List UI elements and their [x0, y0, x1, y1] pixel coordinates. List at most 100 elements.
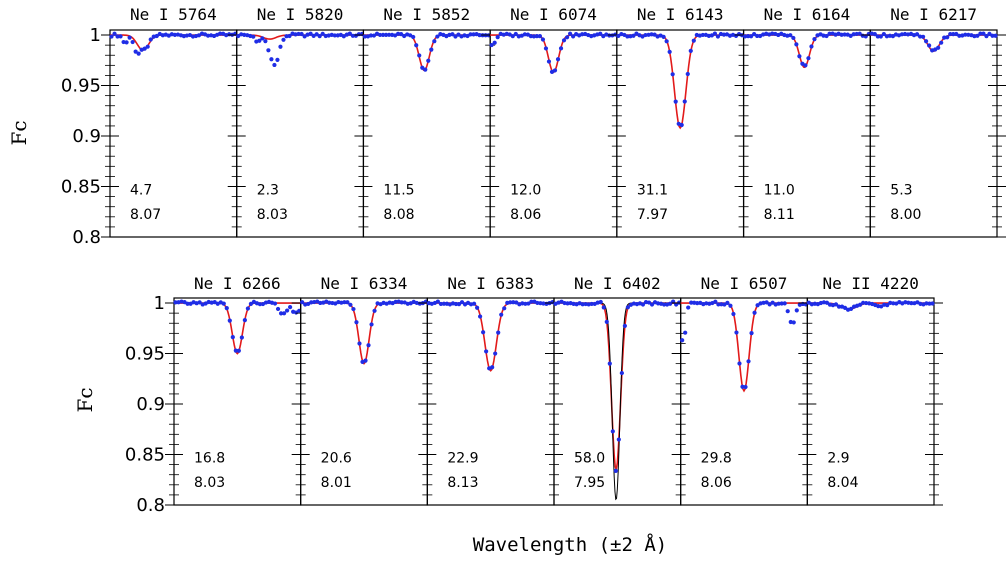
observed-point [420, 65, 425, 70]
observed-point [673, 99, 678, 104]
observed-point [354, 320, 359, 325]
observed-point [842, 32, 847, 37]
abundance-label: 7.97 [637, 207, 668, 223]
equivalent-width-label: 2.3 [257, 183, 279, 199]
observed-point [540, 37, 546, 42]
panel-title: Ne I 6334 [321, 274, 408, 293]
abundance-label: 8.06 [701, 475, 732, 491]
observed-point [920, 34, 926, 39]
observed-point [990, 33, 995, 38]
observed-point [441, 301, 447, 306]
observed-point [631, 33, 636, 38]
observed-point [764, 300, 769, 305]
observed-point [939, 40, 944, 45]
observed-point [755, 33, 760, 39]
observed-point [561, 38, 567, 43]
observed-point [975, 33, 980, 38]
observed-point [580, 302, 585, 307]
observed-point [680, 338, 685, 343]
observed-point [742, 34, 748, 39]
observed-point [909, 301, 914, 306]
panel-frame [553, 297, 682, 506]
panel-frame [489, 29, 618, 238]
panel-ne-i-6217: Ne I 6217 5.3 8.00 [861, 5, 1006, 238]
panel-title: Ne I 6074 [510, 5, 597, 24]
equivalent-width-label: 20.6 [321, 451, 352, 467]
observed-point [695, 301, 700, 306]
observed-point [154, 33, 159, 39]
observed-point [435, 34, 440, 39]
observed-point [275, 57, 280, 62]
observed-point [616, 437, 621, 442]
observed-point [489, 42, 494, 48]
observed-point [721, 32, 727, 37]
y-tick-label: 0.95 [125, 344, 165, 365]
observed-point [858, 302, 863, 307]
observed-point [468, 32, 473, 37]
observed-point [233, 348, 238, 353]
observed-point [263, 39, 268, 44]
y-tick-label: 0.9 [136, 394, 165, 415]
observed-point [993, 33, 998, 38]
observed-point [272, 62, 277, 68]
observed-point [604, 319, 609, 324]
observed-point [490, 365, 495, 370]
observed-point [848, 306, 854, 311]
observed-point [546, 59, 552, 64]
observed-point [350, 33, 355, 38]
observed-point [227, 318, 232, 323]
panel-title: Ne I 6143 [637, 5, 724, 24]
observed-point [495, 35, 500, 40]
observed-point [812, 37, 817, 42]
observed-point [917, 34, 923, 39]
observed-point [951, 32, 956, 37]
observed-point [377, 32, 383, 38]
observed-point [833, 302, 839, 307]
observed-point [667, 49, 672, 54]
observed-point [555, 57, 561, 62]
panel-frame [869, 29, 998, 238]
observed-point [245, 306, 250, 311]
observed-point [728, 303, 733, 308]
observed-point [513, 31, 518, 37]
observed-point [725, 300, 730, 305]
observed-point [133, 49, 138, 54]
panel-title: Ne I 6217 [890, 5, 977, 24]
observed-point [251, 34, 256, 39]
observed-point [285, 308, 290, 313]
observed-point [145, 44, 150, 49]
observed-point [124, 40, 129, 45]
panel-title: Ne I 6266 [194, 274, 281, 293]
observed-point [275, 306, 281, 312]
observed-point [537, 34, 543, 39]
observed-point [842, 305, 848, 310]
observed-point [314, 32, 319, 37]
panel-ne-i-6164: Ne I 6164 11.0 8.11 [734, 5, 871, 238]
observed-point [616, 33, 621, 39]
observed-point [112, 31, 117, 36]
observed-point [348, 302, 353, 307]
observed-point [737, 361, 742, 366]
observed-point [715, 34, 721, 39]
observed-point [308, 31, 313, 36]
observed-point [613, 468, 618, 473]
observed-point [345, 300, 350, 305]
observed-point [878, 34, 883, 39]
observed-point [712, 31, 718, 36]
observed-point [942, 35, 947, 40]
observed-point [668, 301, 673, 306]
panel-title: Ne I 6164 [764, 5, 851, 24]
synthetic-profile [300, 302, 428, 365]
observed-point [450, 32, 455, 37]
observed-point [824, 300, 830, 305]
observed-point [115, 34, 120, 39]
panel-ne-i-6266: Ne I 6266 16.8 8.03 [165, 274, 302, 506]
observed-point [478, 314, 483, 319]
panel-title: Ne I 6383 [447, 274, 534, 293]
observed-point [257, 38, 262, 43]
observed-point [552, 68, 558, 73]
observed-point [749, 331, 754, 336]
observed-point [743, 384, 748, 390]
observed-point [558, 46, 564, 51]
observed-point [806, 56, 811, 61]
